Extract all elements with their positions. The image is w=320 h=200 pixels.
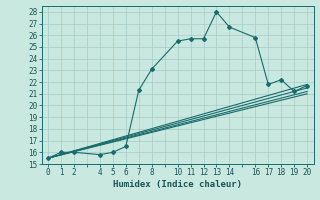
X-axis label: Humidex (Indice chaleur): Humidex (Indice chaleur) (113, 180, 242, 189)
